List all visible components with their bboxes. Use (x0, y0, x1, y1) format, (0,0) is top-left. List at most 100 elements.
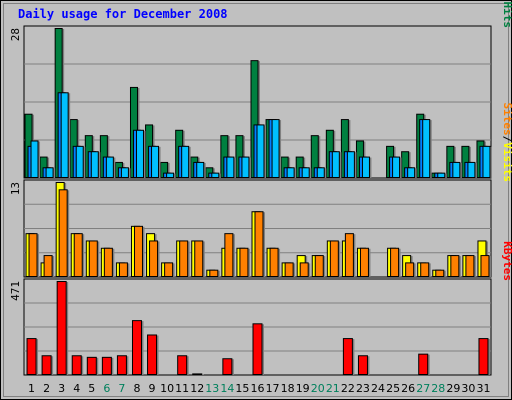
bar-sites (465, 255, 475, 277)
bar-sites (43, 255, 53, 277)
bar-kbytes (418, 353, 429, 376)
chart-title: Daily usage for December 2008 (18, 7, 228, 21)
bar-sites (450, 255, 460, 277)
bar-sites (435, 269, 445, 278)
x-tick-label: 21 (326, 382, 340, 395)
bar-pages (30, 140, 39, 178)
legend-entry: Sites (501, 103, 512, 136)
x-tick-label: 13 (205, 382, 219, 395)
bar-sites (299, 262, 309, 277)
bar-sites (73, 233, 83, 277)
y-max-label: 471 (9, 281, 22, 301)
x-tick-label: 8 (133, 382, 140, 395)
bar-kbytes (252, 323, 263, 375)
bar-pages (392, 156, 401, 178)
bar-sites (149, 240, 159, 277)
bar-sites (58, 189, 68, 277)
x-tick-label: 7 (118, 382, 125, 395)
series-pages (30, 92, 492, 179)
x-tick-label: 3 (58, 382, 65, 395)
x-tick-label: 30 (461, 382, 475, 395)
bar-pages (120, 167, 129, 179)
bar-pages (241, 156, 250, 178)
bar-sites (390, 247, 400, 277)
bar-pages (256, 124, 265, 179)
bar-pages (331, 151, 340, 178)
bar-sites (28, 233, 38, 277)
bar-sites (164, 262, 174, 277)
bar-pages (166, 172, 175, 178)
bar-sites (194, 240, 204, 277)
x-tick-label: 4 (73, 382, 80, 395)
x-tick-label: 10 (160, 382, 174, 395)
y-max-label: 13 (9, 182, 22, 195)
bar-pages (316, 167, 325, 179)
x-tick-label: 25 (386, 382, 400, 395)
bar-pages (45, 167, 54, 179)
bar-pages (151, 145, 160, 179)
legend-entry: Hits (501, 2, 512, 29)
x-tick-label: 9 (149, 382, 156, 395)
bar-pages (407, 167, 416, 179)
bar-sites (103, 247, 113, 277)
x-tick-label: 1 (28, 382, 35, 395)
bar-pages (467, 161, 476, 179)
bar-kbytes (101, 356, 112, 376)
panel-3: 471 KBytes (9, 241, 512, 376)
bar-sites (359, 247, 369, 277)
bar-kbytes (147, 334, 158, 376)
x-tick-label: 14 (220, 382, 234, 395)
bar-sites (344, 233, 354, 277)
bar-sites (314, 255, 324, 277)
bar-pages (301, 167, 310, 179)
chart-panels: 28 Pages/Files/Hits 13 Sites/Visits 471 KByte… (9, 0, 512, 376)
bar-sites (239, 247, 249, 277)
series-sites (28, 189, 491, 278)
bar-sites (254, 211, 264, 278)
x-tick-label: 16 (251, 382, 265, 395)
legend: Pages/Files/Hits (501, 0, 512, 28)
x-tick-label: 18 (281, 382, 295, 395)
bar-sites (269, 247, 279, 277)
bar-kbytes (478, 338, 489, 375)
legend: KBytes (501, 241, 512, 281)
bar-kbytes (56, 281, 67, 375)
legend: Sites/Visits (501, 103, 512, 183)
bar-pages (90, 151, 99, 178)
y-max-label: 28 (9, 28, 22, 41)
bar-pages (135, 129, 144, 179)
bar-pages (75, 145, 84, 179)
bar-sites (118, 262, 128, 277)
x-tick-label: 11 (175, 382, 189, 395)
bar-sites (179, 240, 189, 277)
bar-kbytes (222, 358, 233, 375)
x-tick-label: 22 (341, 382, 355, 395)
panel-2: 13 Sites/Visits (9, 103, 512, 278)
bar-pages (482, 145, 491, 179)
bar-pages (105, 156, 114, 178)
legend-entry: Visits (501, 142, 512, 182)
bar-sites (133, 225, 143, 278)
bar-pages (226, 156, 235, 178)
bar-pages (271, 119, 280, 178)
bar-kbytes (26, 338, 37, 375)
bar-sites (224, 233, 234, 277)
bar-pages (361, 156, 370, 178)
x-tick-label: 6 (103, 382, 110, 395)
bar-pages (422, 119, 431, 178)
x-tick-label: 5 (88, 382, 95, 395)
bar-kbytes (192, 373, 203, 376)
bar-pages (286, 167, 295, 179)
bar-kbytes (71, 355, 82, 375)
bar-kbytes (116, 355, 127, 375)
x-tick-label: 12 (190, 382, 204, 395)
bar-sites (480, 255, 490, 277)
x-tick-label: 15 (235, 382, 249, 395)
bar-sites (405, 262, 415, 277)
panel-1: 28 Pages/Files/Hits (9, 0, 512, 179)
x-tick-label: 31 (476, 382, 490, 395)
bar-pages (211, 172, 220, 178)
x-tick-label: 24 (371, 382, 385, 395)
bar-sites (420, 262, 430, 277)
